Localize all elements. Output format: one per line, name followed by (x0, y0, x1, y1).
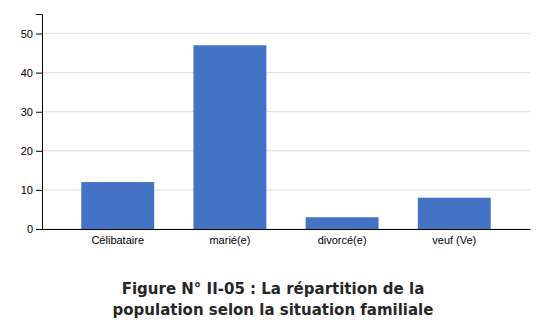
tick-label: 10 (21, 184, 33, 196)
tick-mark (36, 151, 42, 152)
y-axis: 0 10 20 30 40 50 (21, 15, 43, 236)
tick-label: veuf (Ve) (432, 234, 476, 246)
title: Figure N° II-05 : La répartition de la po… (113, 280, 434, 319)
tick: 0 (27, 223, 42, 235)
title-line: Figure N° II-05 : La répartition de la (122, 280, 425, 298)
tick: 50 (21, 28, 42, 40)
bar (81, 182, 154, 229)
tick-mark (36, 73, 42, 74)
bar (306, 217, 379, 229)
tick: divorcé(e) (318, 234, 367, 246)
bar (193, 45, 266, 229)
x-axis: Célibataire marié(e) divorcé(e) veuf (Ve) (43, 230, 531, 247)
plot-area: 0 10 20 30 40 50 Célibataire marié(e) divorcé(e)… (21, 15, 531, 247)
tick: veuf (Ve) (432, 234, 476, 246)
tick-mark (36, 229, 42, 230)
title-line: population selon la situation familiale (113, 301, 434, 319)
chart: 0 10 20 30 40 50 Célibataire marié(e) divorcé(e)… (0, 0, 546, 329)
tick-label: 40 (21, 67, 33, 79)
tick-mark (36, 112, 42, 113)
tick-label: 30 (21, 106, 33, 118)
tick: 10 (21, 184, 42, 196)
grid-line (42, 33, 530, 34)
tick-mark (36, 190, 42, 191)
tick: Célibataire (91, 234, 144, 246)
axis-line (36, 15, 43, 230)
axis-line (43, 229, 531, 230)
tick-label: divorcé(e) (318, 234, 367, 246)
grid-line (42, 72, 530, 73)
tick: 40 (21, 67, 42, 79)
tick-label: 0 (27, 223, 33, 235)
tick-label: marié(e) (209, 234, 250, 246)
grid-line (42, 150, 530, 151)
tick-mark (36, 34, 42, 35)
bar (418, 198, 491, 229)
tick: marié(e) (209, 234, 250, 246)
tick-label: Célibataire (91, 234, 144, 246)
grid (42, 34, 530, 229)
tick-label: 50 (21, 28, 33, 40)
bars (81, 45, 490, 229)
tick: 30 (21, 106, 42, 118)
tick-label: 20 (21, 145, 33, 157)
tick: 20 (21, 145, 42, 157)
grid-line (42, 111, 530, 112)
